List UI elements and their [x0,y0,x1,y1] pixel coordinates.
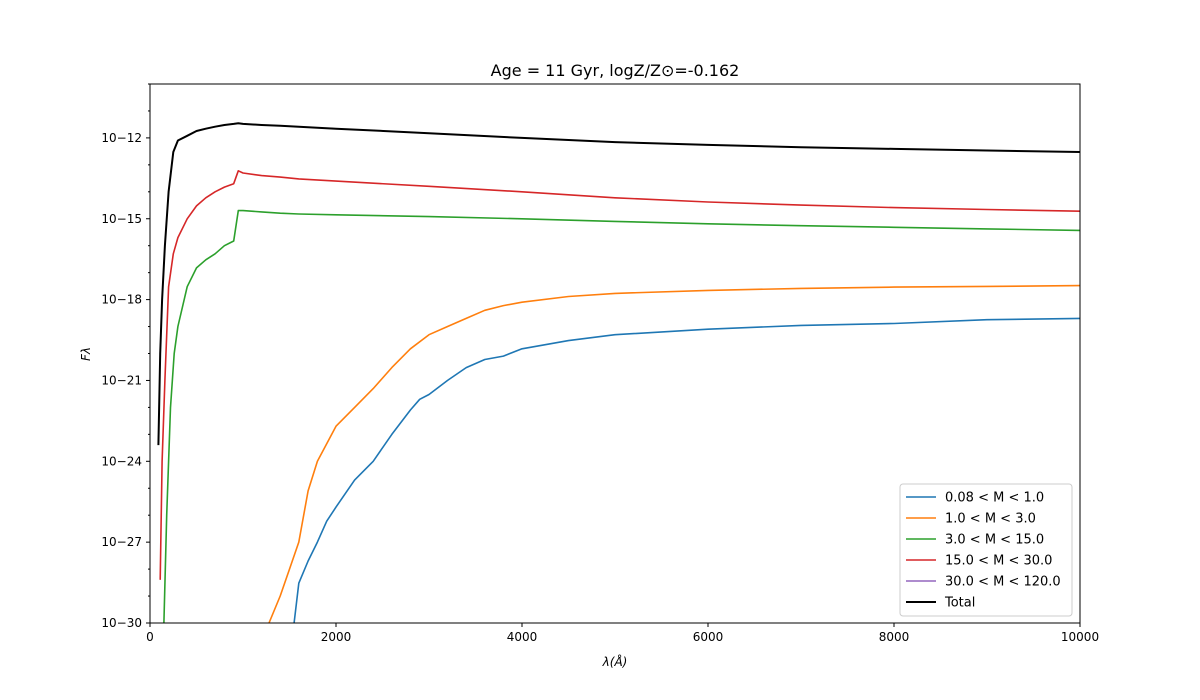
x-tick-label: 4000 [507,630,538,644]
x-axis: 0 2000 4000 6000 8000 10000 [146,623,1099,644]
x-tick-label: 8000 [879,630,910,644]
series-line-1 [268,284,1080,623]
chart-title: Age = 11 Gyr, logZ/Z⊙=-0.162 [491,61,740,80]
y-tick-label: 10−18 [101,293,142,307]
y-tick-label: 10−24 [101,454,142,468]
x-axis-title: λ(Å) [602,654,628,669]
y-tick-label: 10−12 [101,131,142,145]
x-tick-label: 6000 [693,630,724,644]
series-line-5 [157,122,1080,446]
y-tick-label: 10−30 [101,616,142,630]
legend-label: 1.0 < M < 3.0 [945,512,1036,527]
y-tick-label: 10−21 [101,373,142,387]
x-tick-label: 2000 [321,630,352,644]
plot-area [149,83,1081,624]
x-tick-label: 10000 [1061,630,1099,644]
y-tick-label: 10−27 [101,535,142,549]
legend-items: 0.08 < M < 1.0 1.0 < M < 3.0 3.0 < M < 15.… [906,491,1061,611]
legend-label: Total [944,596,975,611]
legend: 0.08 < M < 1.0 1.0 < M < 3.0 3.0 < M < 15.… [899,483,1073,617]
legend-label: 0.08 < M < 1.0 [945,491,1044,506]
y-axis-title: Fλ [79,347,93,361]
series-line-3 [159,170,1080,580]
legend-label: 30.0 < M < 120.0 [945,575,1061,590]
x-tick-label: 0 [146,630,154,644]
y-axis: 10−30 10−27 10−24 10−21 10−18 10−15 10−12 [101,83,150,630]
legend-label: 3.0 < M < 15.0 [945,533,1044,548]
series-line-2 [163,209,1080,623]
y-tick-label: 10−15 [101,212,142,226]
legend-label: 15.0 < M < 30.0 [945,554,1052,569]
legend-box [899,483,1073,617]
series-layer [157,122,1080,623]
series-line-0 [293,317,1080,623]
